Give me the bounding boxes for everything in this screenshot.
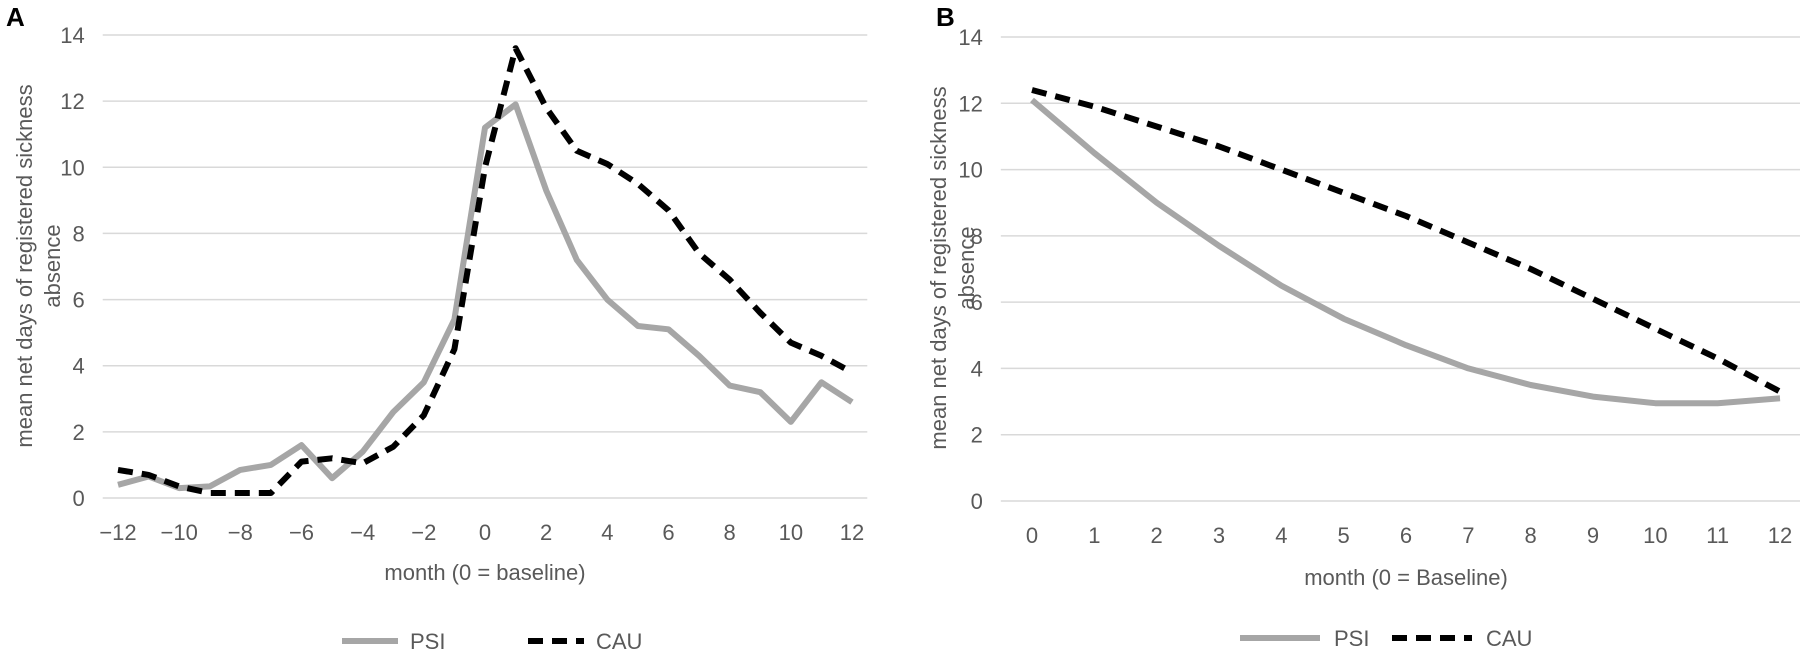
x-tick-label: 4: [601, 520, 613, 545]
series-line-psi: [1030, 97, 1781, 407]
series-line-cau: [117, 45, 854, 496]
x-tick-label: 4: [1275, 523, 1287, 548]
x-tick-label: −2: [411, 520, 436, 545]
x-axis-title: month (0 = baseline): [384, 560, 585, 585]
y-tick-label: 4: [971, 356, 983, 381]
y-axis-title-line: mean net days of registered sickness: [926, 86, 951, 449]
legend-label-psi: PSI: [1334, 626, 1369, 651]
legend-label-cau: CAU: [1486, 626, 1532, 651]
x-tick-label: 6: [1400, 523, 1412, 548]
y-tick-label: 14: [958, 25, 982, 50]
y-tick-label: 12: [958, 91, 982, 116]
x-tick-label: 2: [1151, 523, 1163, 548]
y-tick-label: 8: [72, 221, 84, 246]
x-tick-label: 0: [1026, 523, 1038, 548]
y-tick-label: 8: [971, 224, 983, 249]
y-axis-title-line: mean net days of registered sickness: [12, 84, 37, 447]
x-tick-label: 12: [1768, 523, 1792, 548]
y-axis-title-line: absence: [40, 224, 65, 307]
x-tick-label: 2: [540, 520, 552, 545]
x-tick-label: 3: [1213, 523, 1225, 548]
panel-label: A: [6, 2, 25, 32]
x-tick-label: −8: [228, 520, 253, 545]
y-tick-label: 0: [72, 486, 84, 511]
y-axis-title-line: absence: [954, 226, 979, 309]
y-tick-label: 0: [971, 489, 983, 514]
series-line-psi: [117, 101, 854, 492]
x-tick-label: −10: [161, 520, 198, 545]
y-tick-label: 10: [958, 158, 982, 183]
x-tick-label: −12: [99, 520, 136, 545]
x-tick-label: 0: [479, 520, 491, 545]
x-tick-label: 5: [1338, 523, 1350, 548]
series-line-cau: [1031, 87, 1782, 395]
y-tick-label: 4: [72, 354, 84, 379]
x-tick-label: −4: [350, 520, 375, 545]
y-tick-label: 6: [72, 288, 84, 313]
panel-label: B: [936, 2, 955, 32]
x-tick-label: 8: [1525, 523, 1537, 548]
x-tick-label: 6: [662, 520, 674, 545]
legend-label-psi: PSI: [410, 629, 445, 654]
y-axis-title: mean net days of registered sickness abse…: [12, 84, 65, 447]
x-tick-label: 11: [1706, 523, 1729, 548]
y-tick-label: 10: [60, 155, 84, 180]
y-tick-label: 2: [72, 420, 84, 445]
x-tick-label: −6: [289, 520, 314, 545]
x-tick-label: 7: [1462, 523, 1474, 548]
x-tick-label: 12: [840, 520, 864, 545]
x-tick-label: 10: [1643, 523, 1667, 548]
y-axis-title: mean net days of registered sickness abse…: [926, 86, 979, 449]
y-tick-label: 12: [60, 89, 84, 114]
y-tick-label: 14: [60, 23, 84, 48]
y-tick-label: 6: [971, 290, 983, 315]
x-tick-label: 1: [1088, 523, 1100, 548]
x-tick-label: 10: [779, 520, 803, 545]
x-tick-label: 9: [1587, 523, 1599, 548]
y-tick-label: 2: [971, 423, 983, 448]
legend-label-cau: CAU: [596, 629, 642, 654]
x-axis-title: month (0 = Baseline): [1304, 565, 1508, 590]
x-tick-label: 8: [724, 520, 736, 545]
